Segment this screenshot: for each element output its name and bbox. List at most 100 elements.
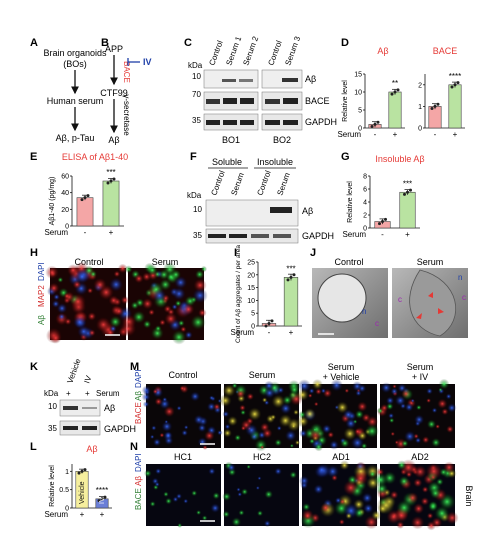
stain-spot [208,467,216,476]
panel-letter-C: C [184,37,192,49]
flow-step-organoids: Brain organoids [43,48,107,58]
blot-strip [59,420,101,436]
data-point [409,188,412,192]
x-row-label: Serum [44,228,68,237]
stain-spot [227,463,236,472]
stain-spot [88,329,96,337]
panel-letter-E: E [30,151,37,163]
data-point [450,85,454,89]
stain-spot [299,475,310,487]
blot-band [206,120,220,125]
data-point [86,194,90,198]
chart-l: 0 0.5 1 Relative level Aβ + Vehicle + IV Serum ***… [44,444,112,519]
stain-spot [236,487,241,492]
stain-spot [57,276,64,283]
stain-spot [154,397,163,406]
panel-n-images: BACE Aβ DAPI HC1 HC2 AD1 AD2 Brain [134,452,474,531]
stain-spot [210,503,221,514]
image-label: Control [334,257,363,267]
stain-spot [420,496,430,506]
stain-spot [163,430,174,441]
stain-spot [357,431,368,441]
panel-letter-G: G [341,151,350,163]
stain-spot [49,332,62,344]
stain-spot [390,387,399,396]
stain-spot [365,424,379,439]
stain-spot [162,396,168,403]
pathway-bace: BACE [122,61,131,83]
stain-spot [134,273,144,284]
stain-spot [239,404,246,412]
significance-mark: ** [392,79,398,88]
y-tick-label: 0 [363,226,367,233]
blot-band [229,234,247,238]
y-axis-label: Relative level [347,181,354,223]
pathway-app: APP [105,44,123,54]
stain-spot [389,490,399,500]
stain-spot [396,460,407,470]
lane-label: Serum 1 [224,35,243,67]
stain-spot [222,410,230,418]
pathway-ctf99: CTF99 [100,88,128,98]
stain-spot [303,408,316,420]
kda-label: kDa [44,389,59,398]
stain-spot [177,319,185,327]
panel-j-em: Control Serum c n c c n [312,257,468,338]
stain-spot [141,298,154,310]
marker-label: 10 [192,72,201,81]
data-point [373,122,377,126]
image-label: Serum [328,362,355,372]
stain-spot [246,392,254,401]
stain-spot [181,429,189,437]
data-point [381,220,384,223]
stain-spot [222,383,236,398]
stain-spot [204,430,215,441]
stain-spot [299,429,308,438]
bar [448,84,462,129]
em-cell [317,273,367,323]
stain-spot [345,512,353,520]
y-tick-label: 2 [418,82,422,89]
stain-spot [394,440,399,445]
stain-spot [282,395,293,406]
blot-band [223,98,237,104]
data-point [393,90,397,94]
y-tick-label: 5 [251,311,255,318]
stain-spot [294,440,301,446]
stain-spot [165,497,173,505]
stain-spot [193,278,207,292]
x-row-mark: + [405,230,410,239]
stain-spot [425,462,443,480]
band-label: Aβ [302,206,313,216]
stain-spot [159,432,165,438]
stain-spot [231,517,242,527]
stain-spot [183,424,189,430]
stain-spot [154,467,162,475]
stain-spot [263,387,276,399]
stain-spot [274,438,282,447]
stain-spot [219,394,232,407]
chart-title: Aβ [377,46,388,56]
stain-spot [246,464,251,470]
bar [283,277,299,327]
bar-label: IV [99,497,106,504]
stain-spot [345,417,357,430]
panel-k-blot: Vehicle IV kDa + + Serum 10 35 Aβ GAPDH [44,357,136,436]
stain-spot [191,490,198,497]
image-label: + Vehicle [323,372,360,382]
blot-band [206,99,220,104]
stain-spot [222,510,230,518]
stain-spot [93,278,107,292]
stain-spot [410,398,415,403]
stain-spot [141,392,151,402]
stain-spot [274,467,283,476]
stain-spot [184,330,193,340]
y-tick-label: 15 [247,285,255,292]
x-row-label: Serum [342,230,366,239]
stain-spot [144,469,152,478]
panel-letter-A: A [30,37,38,49]
channel-label: DAPI [134,453,143,472]
data-point [80,469,84,473]
stain-spot [212,491,220,500]
stain-spot [363,503,374,514]
